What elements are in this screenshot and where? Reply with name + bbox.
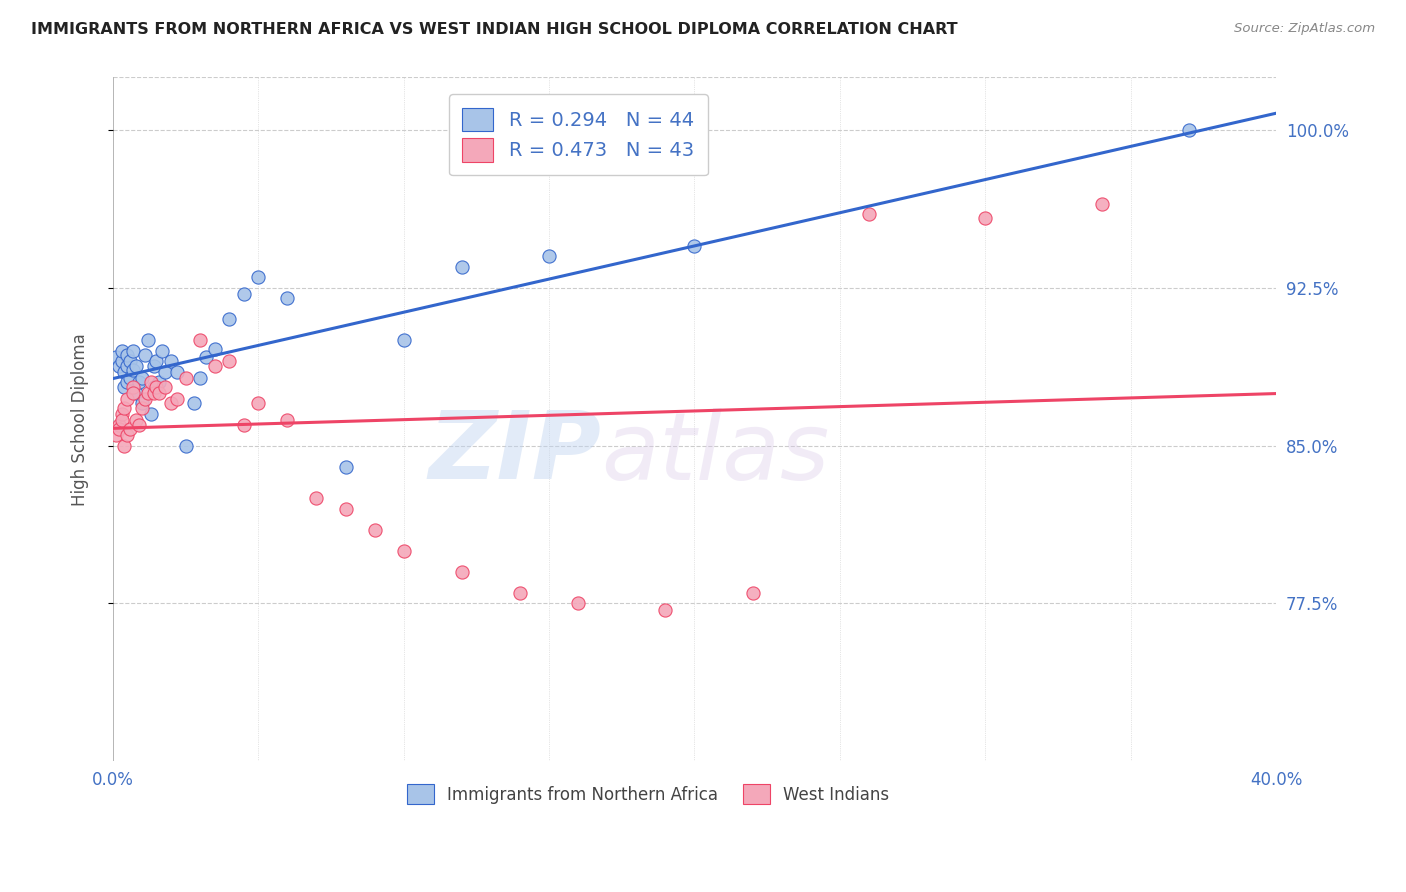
Point [567, 596, 589, 610]
Point [450, 565, 472, 579]
Point [204, 342, 226, 356]
Point [120, 354, 142, 368]
Point [218, 354, 240, 368]
Point [150, 343, 173, 358]
Point [509, 586, 531, 600]
Point [117, 348, 139, 362]
Point [160, 396, 183, 410]
Point [117, 376, 139, 390]
Text: Source: ZipAtlas.com: Source: ZipAtlas.com [1234, 22, 1375, 36]
Point [450, 260, 472, 274]
Point [117, 392, 139, 407]
Point [134, 348, 156, 362]
Point [120, 371, 142, 385]
Point [188, 334, 211, 348]
Point [117, 359, 139, 373]
Point [188, 371, 211, 385]
Point [247, 396, 270, 410]
Point [232, 287, 254, 301]
Point [114, 379, 136, 393]
Point [110, 407, 132, 421]
Point [131, 371, 153, 385]
Point [363, 523, 385, 537]
Point [142, 379, 165, 393]
Point [120, 422, 142, 436]
Point [139, 407, 162, 421]
Point [247, 270, 270, 285]
Point [148, 376, 170, 390]
Point [104, 350, 127, 364]
Point [107, 417, 129, 432]
Text: ZIP: ZIP [429, 408, 602, 500]
Point [858, 207, 880, 221]
Point [218, 312, 240, 326]
Point [142, 359, 165, 373]
Point [110, 413, 132, 427]
Point [148, 386, 170, 401]
Point [117, 428, 139, 442]
Point [305, 491, 328, 505]
Point [153, 365, 176, 379]
Point [122, 379, 145, 393]
Y-axis label: High School Diploma: High School Diploma [72, 333, 89, 506]
Point [139, 376, 162, 390]
Point [125, 413, 148, 427]
Point [128, 376, 150, 390]
Point [122, 386, 145, 401]
Point [232, 417, 254, 432]
Point [392, 334, 415, 348]
Point [134, 392, 156, 407]
Point [110, 343, 132, 358]
Point [276, 413, 298, 427]
Point [335, 459, 357, 474]
Point [654, 602, 676, 616]
Point [145, 379, 167, 393]
Point [974, 211, 997, 226]
Point [276, 291, 298, 305]
Point [160, 354, 183, 368]
Point [136, 386, 159, 401]
Point [114, 401, 136, 415]
Point [538, 249, 561, 263]
Point [1091, 196, 1114, 211]
Point [107, 422, 129, 436]
Point [335, 501, 357, 516]
Point [136, 334, 159, 348]
Point [114, 365, 136, 379]
Point [204, 359, 226, 373]
Point [174, 371, 197, 385]
Point [107, 359, 129, 373]
Point [131, 401, 153, 415]
Point [142, 386, 165, 401]
Point [183, 396, 205, 410]
Point [131, 396, 153, 410]
Point [741, 586, 763, 600]
Point [125, 359, 148, 373]
Point [145, 354, 167, 368]
Point [194, 350, 217, 364]
Point [683, 238, 706, 252]
Point [114, 438, 136, 452]
Point [128, 417, 150, 432]
Text: atlas: atlas [602, 408, 830, 499]
Point [166, 365, 188, 379]
Point [392, 543, 415, 558]
Point [122, 363, 145, 377]
Point [174, 438, 197, 452]
Text: IMMIGRANTS FROM NORTHERN AFRICA VS WEST INDIAN HIGH SCHOOL DIPLOMA CORRELATION C: IMMIGRANTS FROM NORTHERN AFRICA VS WEST … [31, 22, 957, 37]
Point [153, 379, 176, 393]
Point [104, 428, 127, 442]
Point [1178, 123, 1201, 137]
Point [125, 386, 148, 401]
Legend: Immigrants from Northern Africa, West Indians: Immigrants from Northern Africa, West In… [396, 774, 898, 814]
Point [166, 392, 188, 407]
Point [110, 354, 132, 368]
Point [122, 343, 145, 358]
